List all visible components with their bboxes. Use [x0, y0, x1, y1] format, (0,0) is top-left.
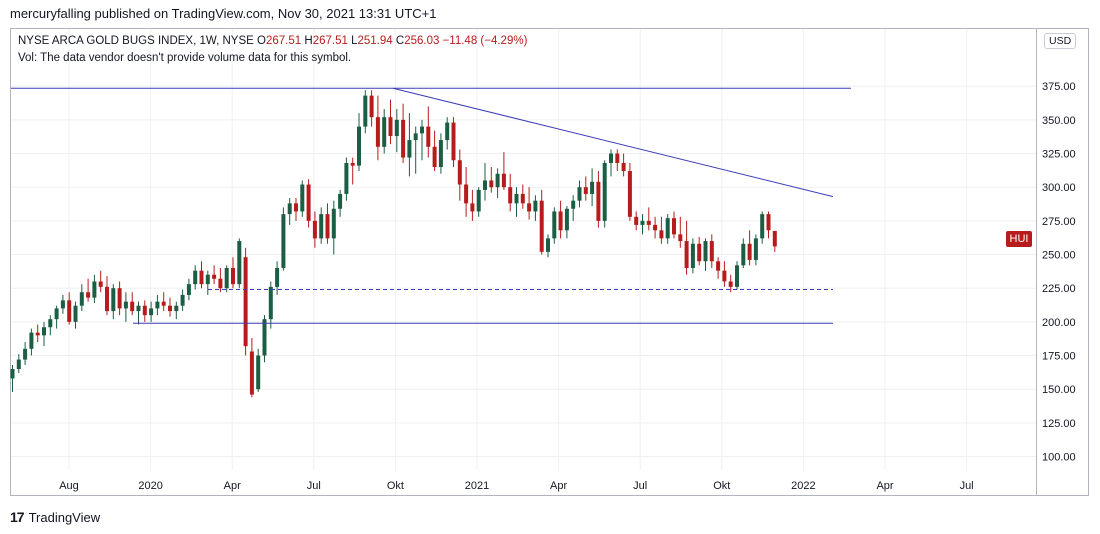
- tradingview-logo-icon: 17: [10, 509, 25, 525]
- brand-text: TradingView: [28, 509, 101, 525]
- tradingview-logo[interactable]: 17 TradingView: [10, 509, 100, 525]
- publish-info: mercuryfalling published on TradingView.…: [10, 6, 437, 21]
- close-label: C: [395, 35, 405, 47]
- currency-button[interactable]: USD: [1044, 33, 1077, 49]
- open-value: 267.51: [265, 35, 302, 47]
- symbol-name: NYSE ARCA GOLD BUGS INDEX, 1W, NYSE: [18, 35, 254, 47]
- low-label: L: [351, 35, 358, 47]
- last-price-badge: HUI: [1006, 231, 1032, 247]
- volume-note: Vol: The data vendor doesn't provide vol…: [18, 52, 352, 64]
- high-label: H: [304, 35, 313, 47]
- low-value: 251.94: [357, 35, 393, 47]
- price-axis[interactable]: [1037, 28, 1089, 496]
- chart-pane[interactable]: [10, 28, 1037, 496]
- open-label: O: [257, 35, 266, 47]
- symbol-legend: NYSE ARCA GOLD BUGS INDEX, 1W, NYSE O267…: [18, 35, 527, 47]
- close-value: 256.03: [404, 35, 440, 47]
- change-value: −11.48 (−4.29%): [442, 35, 528, 47]
- high-value: 267.51: [312, 35, 348, 47]
